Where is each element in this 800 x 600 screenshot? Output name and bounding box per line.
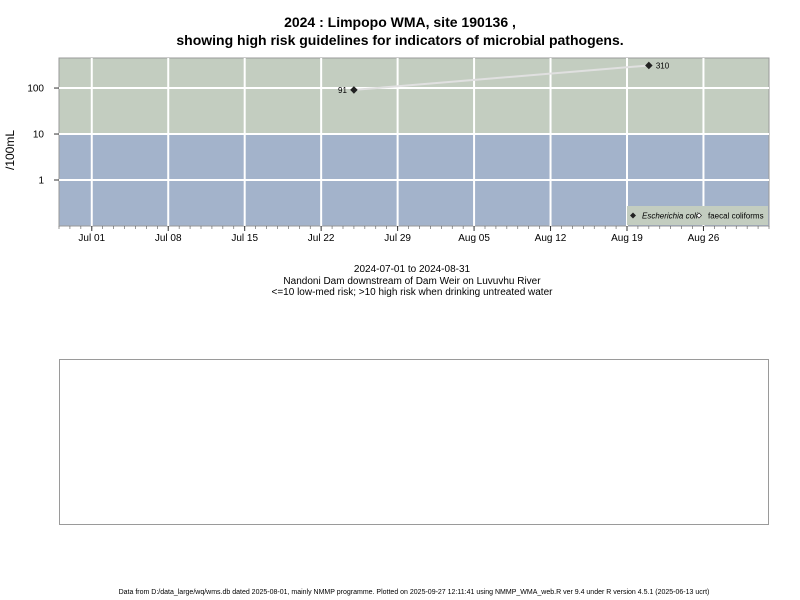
x-tick-label: Aug 19 xyxy=(611,233,643,244)
high-risk-band xyxy=(59,58,769,135)
x-tick-label: Jul 22 xyxy=(308,233,335,244)
chart-title-line-2: showing high risk guidelines for indicat… xyxy=(176,32,624,48)
y-axis: 1 10 100 xyxy=(27,84,59,187)
footer-provenance: Data from D:/data_large/wq/wms.db dated … xyxy=(118,589,710,596)
subtitle-site-description: Nandoni Dam downstream of Dam Weir on Lu… xyxy=(283,276,541,287)
x-tick-label: Aug 05 xyxy=(458,233,490,244)
data-point xyxy=(645,61,653,70)
x-tick-label: Aug 12 xyxy=(535,233,567,244)
x-tick-label: Aug 26 xyxy=(688,233,720,244)
risk-bands xyxy=(58,57,770,227)
x-tick-label: Jul 08 xyxy=(155,233,182,244)
empty-plot-panel xyxy=(59,359,769,525)
legend-entry-label: faecal coliforms xyxy=(708,212,764,221)
data-label: 310 xyxy=(656,61,670,70)
data-label: 91 xyxy=(338,86,347,95)
legend: Escherichia coli faecal coliforms xyxy=(627,206,768,225)
y-tick-label: 1 xyxy=(38,176,44,187)
x-axis: Jul 01 Jul 08 Jul 15 Jul 22 Jul 29 Aug 05 Aug … xyxy=(78,226,720,244)
series-line xyxy=(353,64,649,91)
data-point xyxy=(350,86,358,94)
x-tick-label: Jul 15 xyxy=(231,233,258,244)
legend-marker xyxy=(696,212,702,219)
subtitle-date-range: 2024-07-01 to 2024-08-31 xyxy=(353,264,471,275)
y-tick-label: 100 xyxy=(27,84,44,95)
series-layer: 91 310 xyxy=(338,61,670,94)
chart-title-line-1: 2024 : Limpopo WMA, site 190136 , xyxy=(284,14,516,30)
x-tick-label: Jul 29 xyxy=(384,233,411,244)
legend-marker xyxy=(630,212,636,219)
gridlines xyxy=(59,58,769,226)
x-tick-label: Jul 01 xyxy=(78,233,105,244)
legend-entry-label: Escherichia coli xyxy=(642,212,698,221)
plot-frame xyxy=(58,57,770,227)
y-tick-label: 10 xyxy=(33,130,45,141)
subtitle-risk-note: <=10 low-med risk; >10 high risk when dr… xyxy=(271,287,553,298)
